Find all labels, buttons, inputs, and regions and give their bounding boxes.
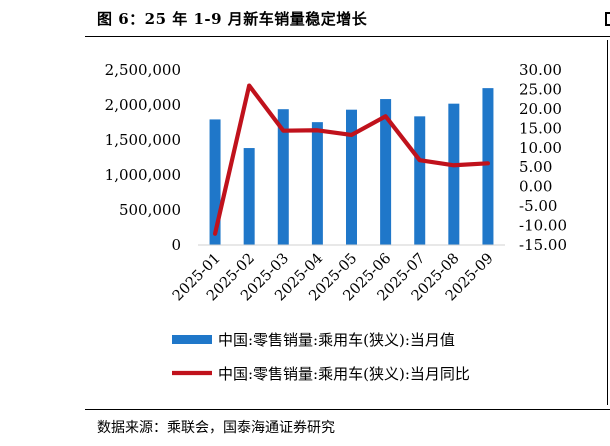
x-axis: 2025-012025-022025-032025-042025-052025-… [170,244,505,304]
edge-line [607,40,608,405]
right-tick-label: 20.00 [519,100,562,118]
bar [277,109,289,245]
left-tick-label: 1,500,000 [105,131,181,149]
right-tick-label: -5.00 [519,197,557,215]
left-tick-label: 1,000,000 [105,166,181,184]
bar [346,109,357,245]
right-tick-label: -10.00 [519,217,567,235]
bar [448,103,460,245]
edge-box [605,12,610,26]
right-tick-label: 10.00 [519,139,562,157]
bar [209,119,221,245]
title-rule [85,36,610,37]
right-tick-label: 0.00 [519,178,552,196]
left-tick-label: 500,000 [119,201,181,219]
legend-bar-label: 中国:零售销量:乘用车(狭义):当月值 [218,331,455,349]
bar [482,88,494,245]
left-tick-label: 0 [171,236,181,254]
bar [311,122,323,245]
bar [380,99,392,245]
right-tick-label: -15.00 [519,236,567,254]
source-note: 数据来源：乘联会，国泰海通证券研究 [97,420,335,436]
right-tick-label: 25.00 [519,80,562,98]
bar-series [209,88,494,245]
bar [414,116,426,245]
left-tick-label: 2,500,000 [105,61,181,79]
line-series [212,83,491,236]
right-tick-label: 30.00 [519,61,562,79]
right-tick-label: 5.00 [519,158,552,176]
legend-line-label: 中国:零售销量:乘用车(狭义):当月同比 [218,365,470,383]
yoy-line [212,83,491,236]
source-rule [85,409,610,410]
left-axis: 0 500,000 1,000,000 1,500,000 2,000,000 2,500… [105,61,181,254]
bar [243,148,255,245]
left-tick-label: 2,000,000 [105,96,181,114]
right-tick-label: 15.00 [519,119,562,137]
adjacent-figure-edge [603,0,610,446]
legend-bar-swatch [172,335,212,344]
figure-title: 图 6：25 年 1-9 月新车销量稳定增长 [97,10,368,28]
